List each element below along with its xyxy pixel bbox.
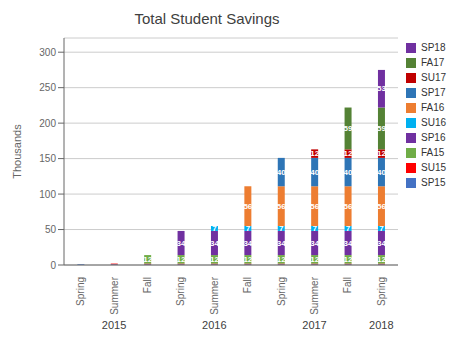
svg-text:Fall: Fall (242, 277, 253, 293)
html-text:SP15: SP15 (421, 177, 446, 188)
svg-text:2015: 2015 (102, 319, 126, 331)
svg-text:34: 34 (177, 239, 186, 248)
html-text:SU15: SU15 (421, 162, 446, 173)
svg-text:56: 56 (243, 202, 252, 211)
svg-text:7: 7 (212, 224, 217, 233)
svg-text:12: 12 (143, 255, 152, 264)
html-text:FA15: FA15 (421, 147, 445, 158)
svg-text:34: 34 (210, 239, 219, 248)
svg-text:Spring: Spring (75, 277, 86, 306)
svg-text:34: 34 (377, 239, 386, 248)
svg-text:Summer: Summer (109, 276, 120, 314)
svg-text:12: 12 (177, 255, 186, 264)
svg-text:34: 34 (344, 239, 353, 248)
html-text:FA16: FA16 (421, 102, 445, 113)
svg-text:12: 12 (277, 255, 286, 264)
svg-text:12: 12 (377, 255, 386, 264)
svg-text:56: 56 (344, 202, 353, 211)
html-text:SP18: SP18 (421, 42, 446, 53)
svg-text:300: 300 (39, 47, 56, 58)
svg-text:Spring: Spring (276, 277, 287, 306)
html-text:FA17: FA17 (421, 57, 445, 68)
svg-text:2017: 2017 (302, 319, 326, 331)
svg-text:12: 12 (344, 255, 353, 264)
svg-text:40: 40 (277, 168, 286, 177)
svg-text:59: 59 (377, 124, 386, 133)
svg-text:12: 12 (310, 149, 319, 158)
html-text:Total Student Savings: Total Student Savings (134, 10, 280, 27)
svg-text:7: 7 (246, 224, 251, 233)
svg-text:12: 12 (344, 149, 353, 158)
svg-text:200: 200 (39, 118, 56, 129)
svg-text:Fall: Fall (342, 277, 353, 293)
svg-text:34: 34 (277, 239, 286, 248)
svg-text:12: 12 (243, 255, 252, 264)
svg-text:7: 7 (279, 224, 284, 233)
svg-text:100: 100 (39, 189, 56, 200)
svg-text:Summer: Summer (209, 276, 220, 314)
svg-text:40: 40 (344, 168, 353, 177)
svg-text:34: 34 (243, 239, 252, 248)
svg-text:Summer: Summer (309, 276, 320, 314)
svg-text:250: 250 (39, 82, 56, 93)
svg-text:2018: 2018 (369, 319, 393, 331)
svg-text:40: 40 (310, 168, 319, 177)
svg-text:150: 150 (39, 153, 56, 164)
svg-text:40: 40 (377, 168, 386, 177)
html-text:SU17: SU17 (421, 72, 446, 83)
svg-text:59: 59 (344, 124, 353, 133)
svg-text:Spring: Spring (376, 277, 387, 306)
svg-text:7: 7 (346, 224, 351, 233)
html-text:SP16: SP16 (421, 132, 446, 143)
svg-text:34: 34 (310, 239, 319, 248)
svg-text:56: 56 (377, 202, 386, 211)
svg-text:53: 53 (377, 84, 386, 93)
svg-text:50: 50 (45, 224, 57, 235)
svg-text:0: 0 (50, 260, 56, 271)
svg-text:12: 12 (310, 255, 319, 264)
svg-text:Fall: Fall (142, 277, 153, 293)
svg-text:12: 12 (377, 149, 386, 158)
svg-text:Spring: Spring (175, 277, 186, 306)
svg-text:56: 56 (277, 202, 286, 211)
html-text:SU16: SU16 (421, 117, 446, 128)
html-text:SP17: SP17 (421, 87, 446, 98)
svg-text:56: 56 (310, 202, 319, 211)
svg-text:Thousands: Thousands (11, 124, 23, 179)
svg-text:7: 7 (379, 224, 384, 233)
svg-text:7: 7 (312, 224, 317, 233)
svg-text:12: 12 (210, 255, 219, 264)
svg-text:2016: 2016 (202, 319, 226, 331)
